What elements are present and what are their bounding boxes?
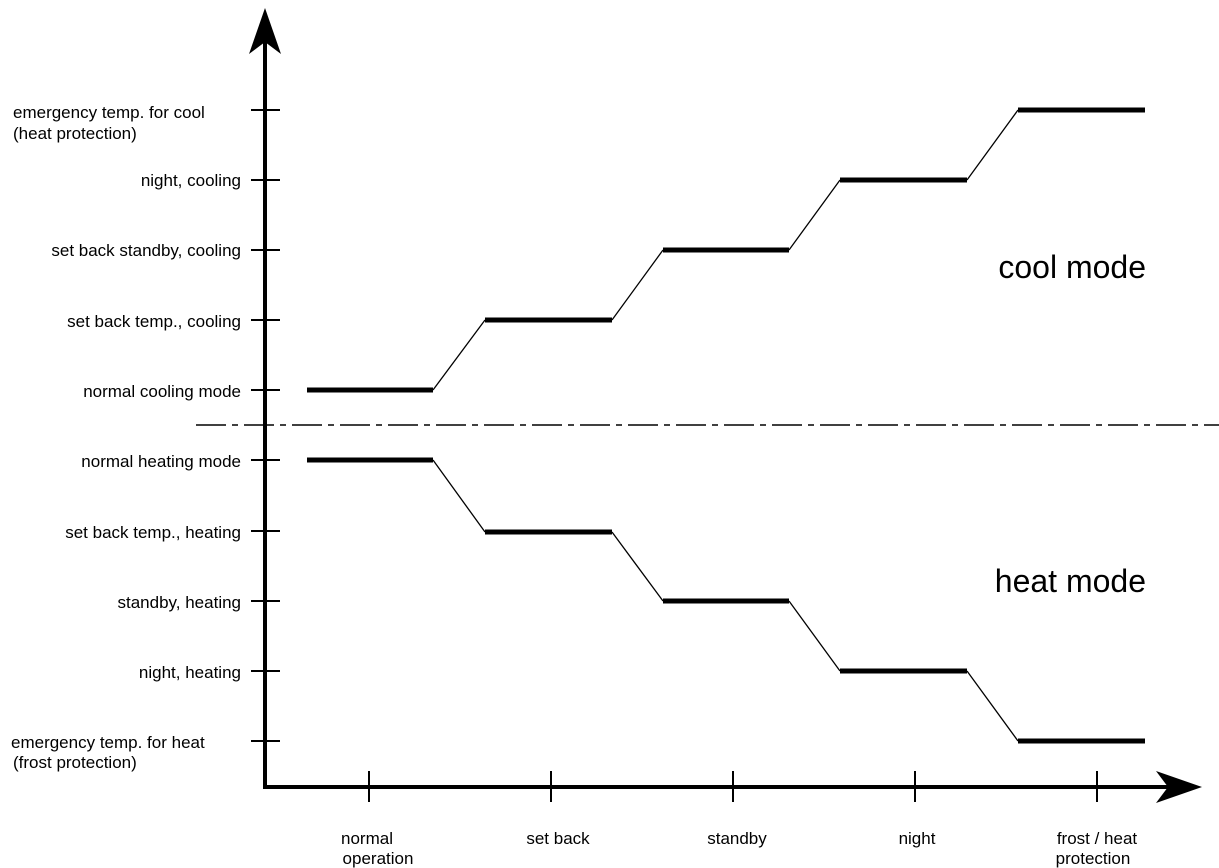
cool-mode-label: cool mode [998, 249, 1146, 285]
cool-transition-2 [611, 249, 664, 321]
y-label-emergency-heat-line1: emergency temp. for heat [11, 733, 205, 752]
x-label-standby: standby [707, 829, 767, 848]
cool-transition-4 [966, 109, 1019, 181]
heat-transition-2 [611, 531, 664, 602]
cool-transition-3 [788, 179, 841, 251]
x-label-frost-heat-protection-line2: protection [1056, 849, 1131, 868]
y-label-normal-cooling: normal cooling mode [83, 382, 241, 401]
x-label-set-back: set back [526, 829, 590, 848]
y-label-standby-heating: standby, heating [118, 593, 242, 612]
cool-transition-1 [432, 319, 486, 391]
x-axis-arrowhead [1156, 771, 1202, 803]
x-label-frost-heat-protection-line1: frost / heat [1057, 829, 1138, 848]
y-label-emergency-cool-line1: emergency temp. for cool [13, 103, 205, 122]
x-label-normal-operation-line1: normal [341, 829, 393, 848]
y-label-emergency-cool-line2: (heat protection) [13, 124, 137, 143]
y-label-night-heating: night, heating [139, 663, 241, 682]
y-axis-arrowhead [249, 8, 281, 54]
y-label-night-cooling: night, cooling [141, 171, 241, 190]
y-label-setback-heating: set back temp., heating [65, 523, 241, 542]
x-label-normal-operation-line2: operation [343, 849, 414, 868]
heat-transition-4 [966, 670, 1019, 742]
y-label-standby-cooling: set back standby, cooling [51, 241, 241, 260]
y-label-setback-cooling: set back temp., cooling [67, 312, 241, 331]
heat-mode-staircase [307, 457, 1145, 744]
heat-transition-3 [788, 600, 841, 672]
y-label-emergency-heat-line2: (frost protection) [13, 753, 137, 772]
heat-mode-label: heat mode [995, 563, 1146, 599]
cool-mode-staircase [307, 107, 1145, 393]
heat-transition-1 [432, 459, 486, 533]
y-label-normal-heating: normal heating mode [81, 452, 241, 471]
x-label-night: night [899, 829, 936, 848]
